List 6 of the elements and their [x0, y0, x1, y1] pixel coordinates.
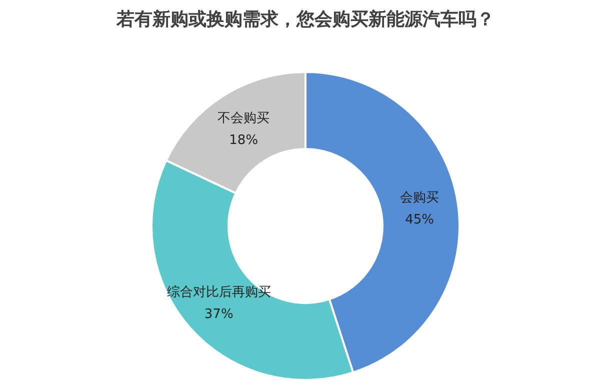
chart-title: 若有新购或换购需求，您会购买新能源汽车吗？ [115, 8, 496, 32]
data-label: 45% [405, 212, 434, 228]
data-label: 18% [229, 132, 258, 148]
slice-label: 不会购买 [218, 110, 270, 126]
slice-label: 会购买 [400, 190, 440, 206]
data-label: 37% [204, 306, 234, 322]
